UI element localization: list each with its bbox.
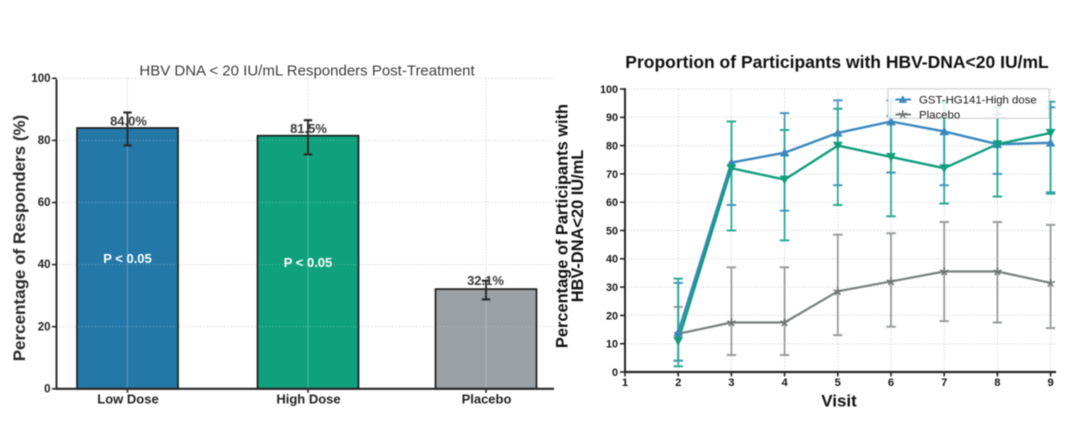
svg-text:0: 0 <box>44 383 50 395</box>
svg-text:7: 7 <box>941 377 947 389</box>
svg-text:40: 40 <box>38 259 51 271</box>
svg-text:0: 0 <box>612 367 618 379</box>
svg-text:1: 1 <box>622 377 628 389</box>
svg-text:P < 0.05: P < 0.05 <box>284 255 333 270</box>
svg-text:20: 20 <box>38 321 51 333</box>
svg-text:81.5%: 81.5% <box>290 121 327 136</box>
svg-text:32.1%: 32.1% <box>467 273 504 288</box>
svg-text:40: 40 <box>606 254 618 266</box>
svg-text:84.0%: 84.0% <box>110 113 147 128</box>
svg-text:30: 30 <box>606 282 618 294</box>
svg-text:HBV DNA < 20 IU/mL Responders: HBV DNA < 20 IU/mL Responders Post-Treat… <box>139 63 475 80</box>
svg-text:2: 2 <box>675 377 681 389</box>
svg-text:20: 20 <box>606 310 618 322</box>
svg-text:60: 60 <box>606 197 618 209</box>
svg-text:50: 50 <box>606 225 618 237</box>
svg-text:Percentage of Responders (%): Percentage of Responders (%) <box>10 115 29 362</box>
svg-text:GST-HG141-High dose: GST-HG141-High dose <box>919 95 1037 107</box>
svg-text:Percentage of Participants wit: Percentage of Participants with <box>554 104 572 348</box>
svg-text:60: 60 <box>38 197 51 209</box>
svg-text:8: 8 <box>994 377 1000 389</box>
svg-text:100: 100 <box>600 84 618 96</box>
svg-text:Low Dose: Low Dose <box>97 392 158 407</box>
svg-text:Proportion of Participants wit: Proportion of Participants with HBV-DNA<… <box>625 52 1049 72</box>
svg-text:10: 10 <box>606 339 618 351</box>
svg-text:P < 0.05: P < 0.05 <box>103 251 152 266</box>
svg-text:100: 100 <box>31 73 50 85</box>
svg-text:9: 9 <box>1047 377 1053 389</box>
svg-text:High Dose: High Dose <box>276 392 340 407</box>
svg-text:4: 4 <box>781 377 788 389</box>
svg-text:80: 80 <box>606 141 618 153</box>
svg-text:Placebo: Placebo <box>919 109 960 121</box>
svg-text:70: 70 <box>606 169 618 181</box>
svg-text:5: 5 <box>835 377 841 389</box>
svg-text:HBV-DNA<20 IU/mL: HBV-DNA<20 IU/mL <box>569 150 587 303</box>
svg-text:Visit: Visit <box>821 392 857 411</box>
svg-text:80: 80 <box>38 135 51 147</box>
svg-text:3: 3 <box>728 377 734 389</box>
svg-text:90: 90 <box>606 112 618 124</box>
svg-text:Placebo: Placebo <box>462 392 512 407</box>
svg-text:6: 6 <box>888 377 894 389</box>
